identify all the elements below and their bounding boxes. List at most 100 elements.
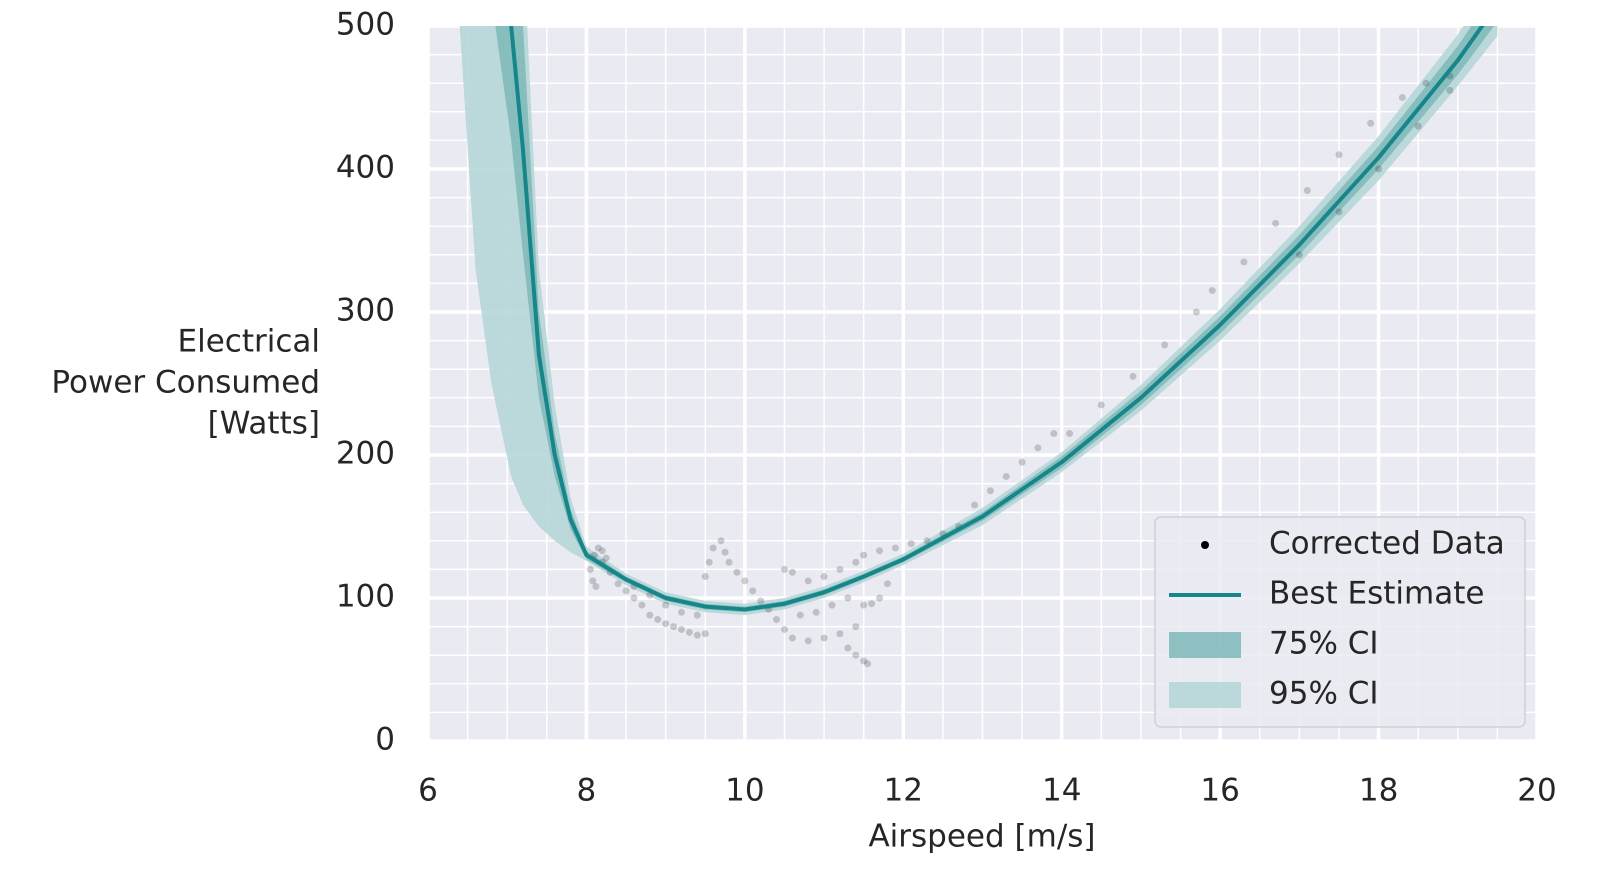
data-point	[717, 537, 725, 545]
x-tick-label: 16	[1200, 773, 1239, 809]
data-point	[693, 611, 701, 619]
data-point	[836, 565, 844, 573]
data-point	[796, 611, 804, 619]
data-point	[589, 577, 597, 585]
data-point	[1295, 251, 1303, 259]
data-point	[1129, 372, 1137, 380]
legend: Corrected Data Best Estimate 75% CI 95% CI	[1154, 516, 1526, 728]
data-point	[654, 615, 662, 623]
data-point	[592, 583, 600, 591]
legend-marker	[1169, 632, 1241, 658]
data-point	[1272, 219, 1280, 227]
data-point	[662, 620, 670, 628]
data-point	[598, 547, 606, 555]
y-axis-label: [Watts]	[208, 406, 320, 442]
legend-box	[1154, 516, 1526, 728]
data-point	[1398, 94, 1406, 101]
data-point	[1192, 308, 1200, 316]
data-point	[725, 558, 733, 566]
y-tick-label: 500	[336, 7, 395, 43]
data-point	[757, 597, 765, 605]
y-tick-label: 200	[336, 436, 395, 472]
data-point	[685, 628, 693, 636]
data-point	[1161, 341, 1169, 349]
y-axis-label: Electrical	[178, 324, 320, 360]
data-point	[1335, 208, 1343, 216]
data-point	[662, 601, 670, 609]
data-point	[836, 630, 844, 638]
data-point	[820, 634, 828, 642]
data-point	[788, 634, 796, 642]
data-point	[602, 554, 610, 562]
x-tick-label: 8	[577, 773, 597, 809]
data-point	[844, 644, 852, 652]
data-point	[891, 544, 899, 552]
x-axis-label: Airspeed [m/s]	[868, 819, 1095, 855]
data-point	[820, 573, 828, 581]
data-point	[705, 558, 713, 566]
legend-label: Best Estimate	[1269, 576, 1484, 612]
legend-marker	[1169, 682, 1241, 708]
data-point	[1335, 151, 1343, 159]
data-point	[670, 623, 678, 631]
legend-label: 95% CI	[1269, 676, 1379, 712]
data-point	[780, 625, 788, 633]
data-point	[876, 547, 884, 555]
line	[509, 26, 1485, 612]
data-point	[923, 537, 931, 545]
data-point	[1034, 444, 1042, 452]
data-point	[1375, 165, 1383, 173]
data-point	[1367, 119, 1375, 127]
x-tick-label: 12	[884, 773, 923, 809]
data-point	[622, 587, 630, 595]
data-point	[788, 568, 796, 576]
data-point	[860, 601, 868, 609]
data-point	[883, 580, 891, 588]
data-point	[986, 487, 994, 495]
data-point	[586, 565, 594, 573]
data-point	[876, 594, 884, 602]
data-point	[1066, 430, 1074, 438]
data-point	[828, 601, 836, 609]
data-point	[860, 657, 868, 665]
data-point	[677, 608, 685, 616]
data-point	[852, 623, 860, 631]
data-point	[1097, 401, 1105, 409]
data-point	[646, 611, 654, 619]
data-point	[1002, 472, 1010, 480]
data-point	[1414, 122, 1422, 130]
data-point	[864, 660, 872, 668]
data-point	[907, 540, 915, 548]
x-tick-label: 10	[725, 773, 764, 809]
data-point	[804, 577, 812, 585]
data-point	[1303, 186, 1311, 194]
data-point	[852, 558, 860, 566]
plot-marks	[459, 26, 1498, 668]
x-tick-label: 18	[1359, 773, 1398, 809]
data-point	[721, 548, 729, 556]
x-tick-label: 6	[418, 773, 438, 809]
data-point	[638, 601, 646, 609]
legend-label: 75% CI	[1269, 626, 1379, 662]
data-point	[1018, 458, 1026, 466]
y-tick-label: 300	[336, 293, 395, 329]
x-tick-label: 20	[1517, 773, 1556, 809]
data-point	[594, 544, 602, 552]
data-point	[852, 651, 860, 659]
data-point	[614, 580, 622, 588]
data-point	[812, 608, 820, 616]
data-point	[709, 544, 717, 552]
data-point	[677, 625, 685, 633]
data-point	[773, 615, 781, 623]
y-tick-label: 100	[336, 579, 395, 615]
data-point	[693, 631, 701, 639]
data-point	[630, 594, 638, 602]
data-point	[1422, 79, 1430, 87]
legend-label: Corrected Data	[1269, 526, 1505, 562]
data-point	[733, 568, 741, 576]
y-axis-label: Power Consumed	[51, 365, 320, 401]
data-point	[1208, 287, 1216, 295]
data-point	[1446, 86, 1454, 94]
